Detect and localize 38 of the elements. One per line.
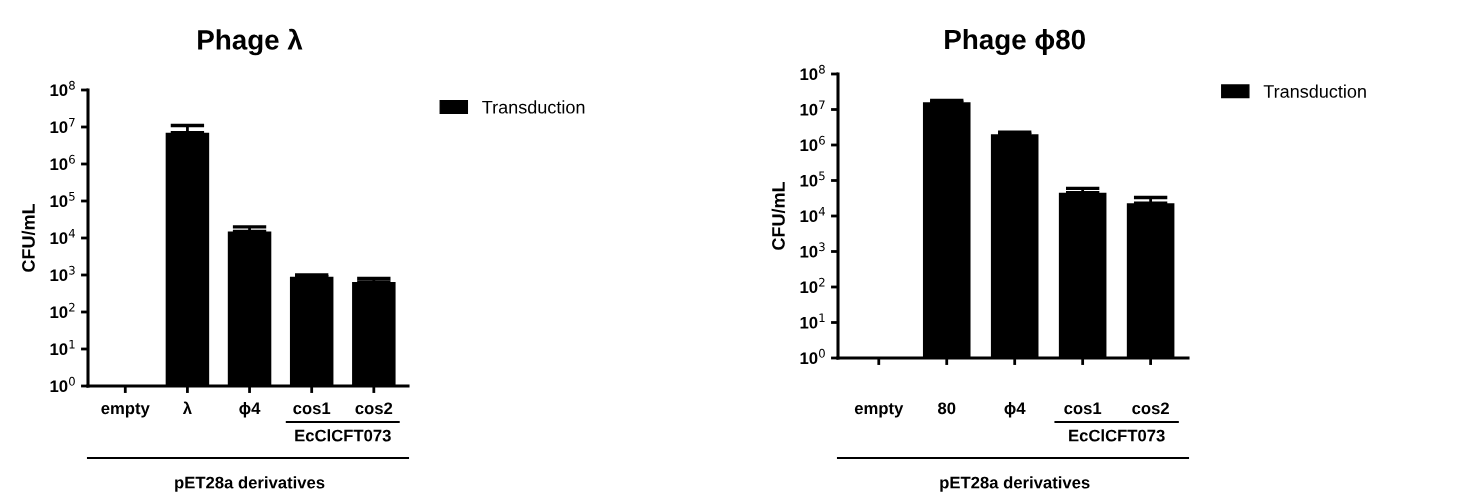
chart-title: Phage ϕ80 xyxy=(945,28,1085,56)
chart-title: Phage λ xyxy=(198,28,303,56)
x-tick-label: ϕ4 xyxy=(239,401,261,418)
y-tick-label: 10$^{1}$ xyxy=(800,313,825,329)
x-tick-label: cos2 xyxy=(355,402,393,415)
x-tick-label: λ xyxy=(182,401,192,415)
y-tick-label: 10$^{1}$ xyxy=(50,340,75,356)
y-tick-label: 10$^{7}$ xyxy=(50,118,75,134)
x-tick-label: ϕ4 xyxy=(1004,401,1026,418)
y-tick-label: 10$^{3}$ xyxy=(50,265,75,282)
y-tick-label: 10$^{7}$ xyxy=(800,100,825,116)
x-tick-label: 80 xyxy=(938,402,956,415)
y-tick-label: 10$^{0}$ xyxy=(50,376,75,393)
x-tick-label: cos1 xyxy=(1064,402,1102,415)
x-tick-label: empty xyxy=(854,403,904,418)
x-tick-label: cos2 xyxy=(1132,402,1169,415)
y-tick-label: 10$^{5}$ xyxy=(50,192,75,208)
y-tick-label: 10$^{3}$ xyxy=(800,242,825,258)
y-tick-label: 10$^{0}$ xyxy=(800,348,825,365)
y-tick-label: 10$^{8}$ xyxy=(800,64,825,81)
y-axis-title: CFU/mL xyxy=(21,203,36,272)
y-tick-label: 10$^{8}$ xyxy=(50,80,75,97)
y-tick-label: 10$^{6}$ xyxy=(50,154,75,171)
text: pET28a derivatives xyxy=(175,476,325,492)
y-tick-label: 10$^{4}$ xyxy=(50,229,75,245)
y-axis-title: CFU/mL xyxy=(771,181,786,250)
y-tick-label: 10$^{2}$ xyxy=(800,277,825,294)
x-tick-label: empty xyxy=(101,403,150,418)
y-tick-label: 10$^{4}$ xyxy=(800,207,825,223)
text: EcClCFT073 xyxy=(295,429,391,442)
legend-label: Transduction xyxy=(1263,84,1366,98)
x-tick-label: cos1 xyxy=(293,402,331,415)
y-tick-label: 10$^{5}$ xyxy=(800,171,825,187)
y-tick-label: 10$^{2}$ xyxy=(50,302,75,319)
legend-label: Transduction xyxy=(482,100,585,114)
y-tick-label: 10$^{6}$ xyxy=(800,135,825,152)
text: EcClCFT073 xyxy=(1069,429,1165,442)
text: pET28a derivatives xyxy=(940,476,1090,492)
